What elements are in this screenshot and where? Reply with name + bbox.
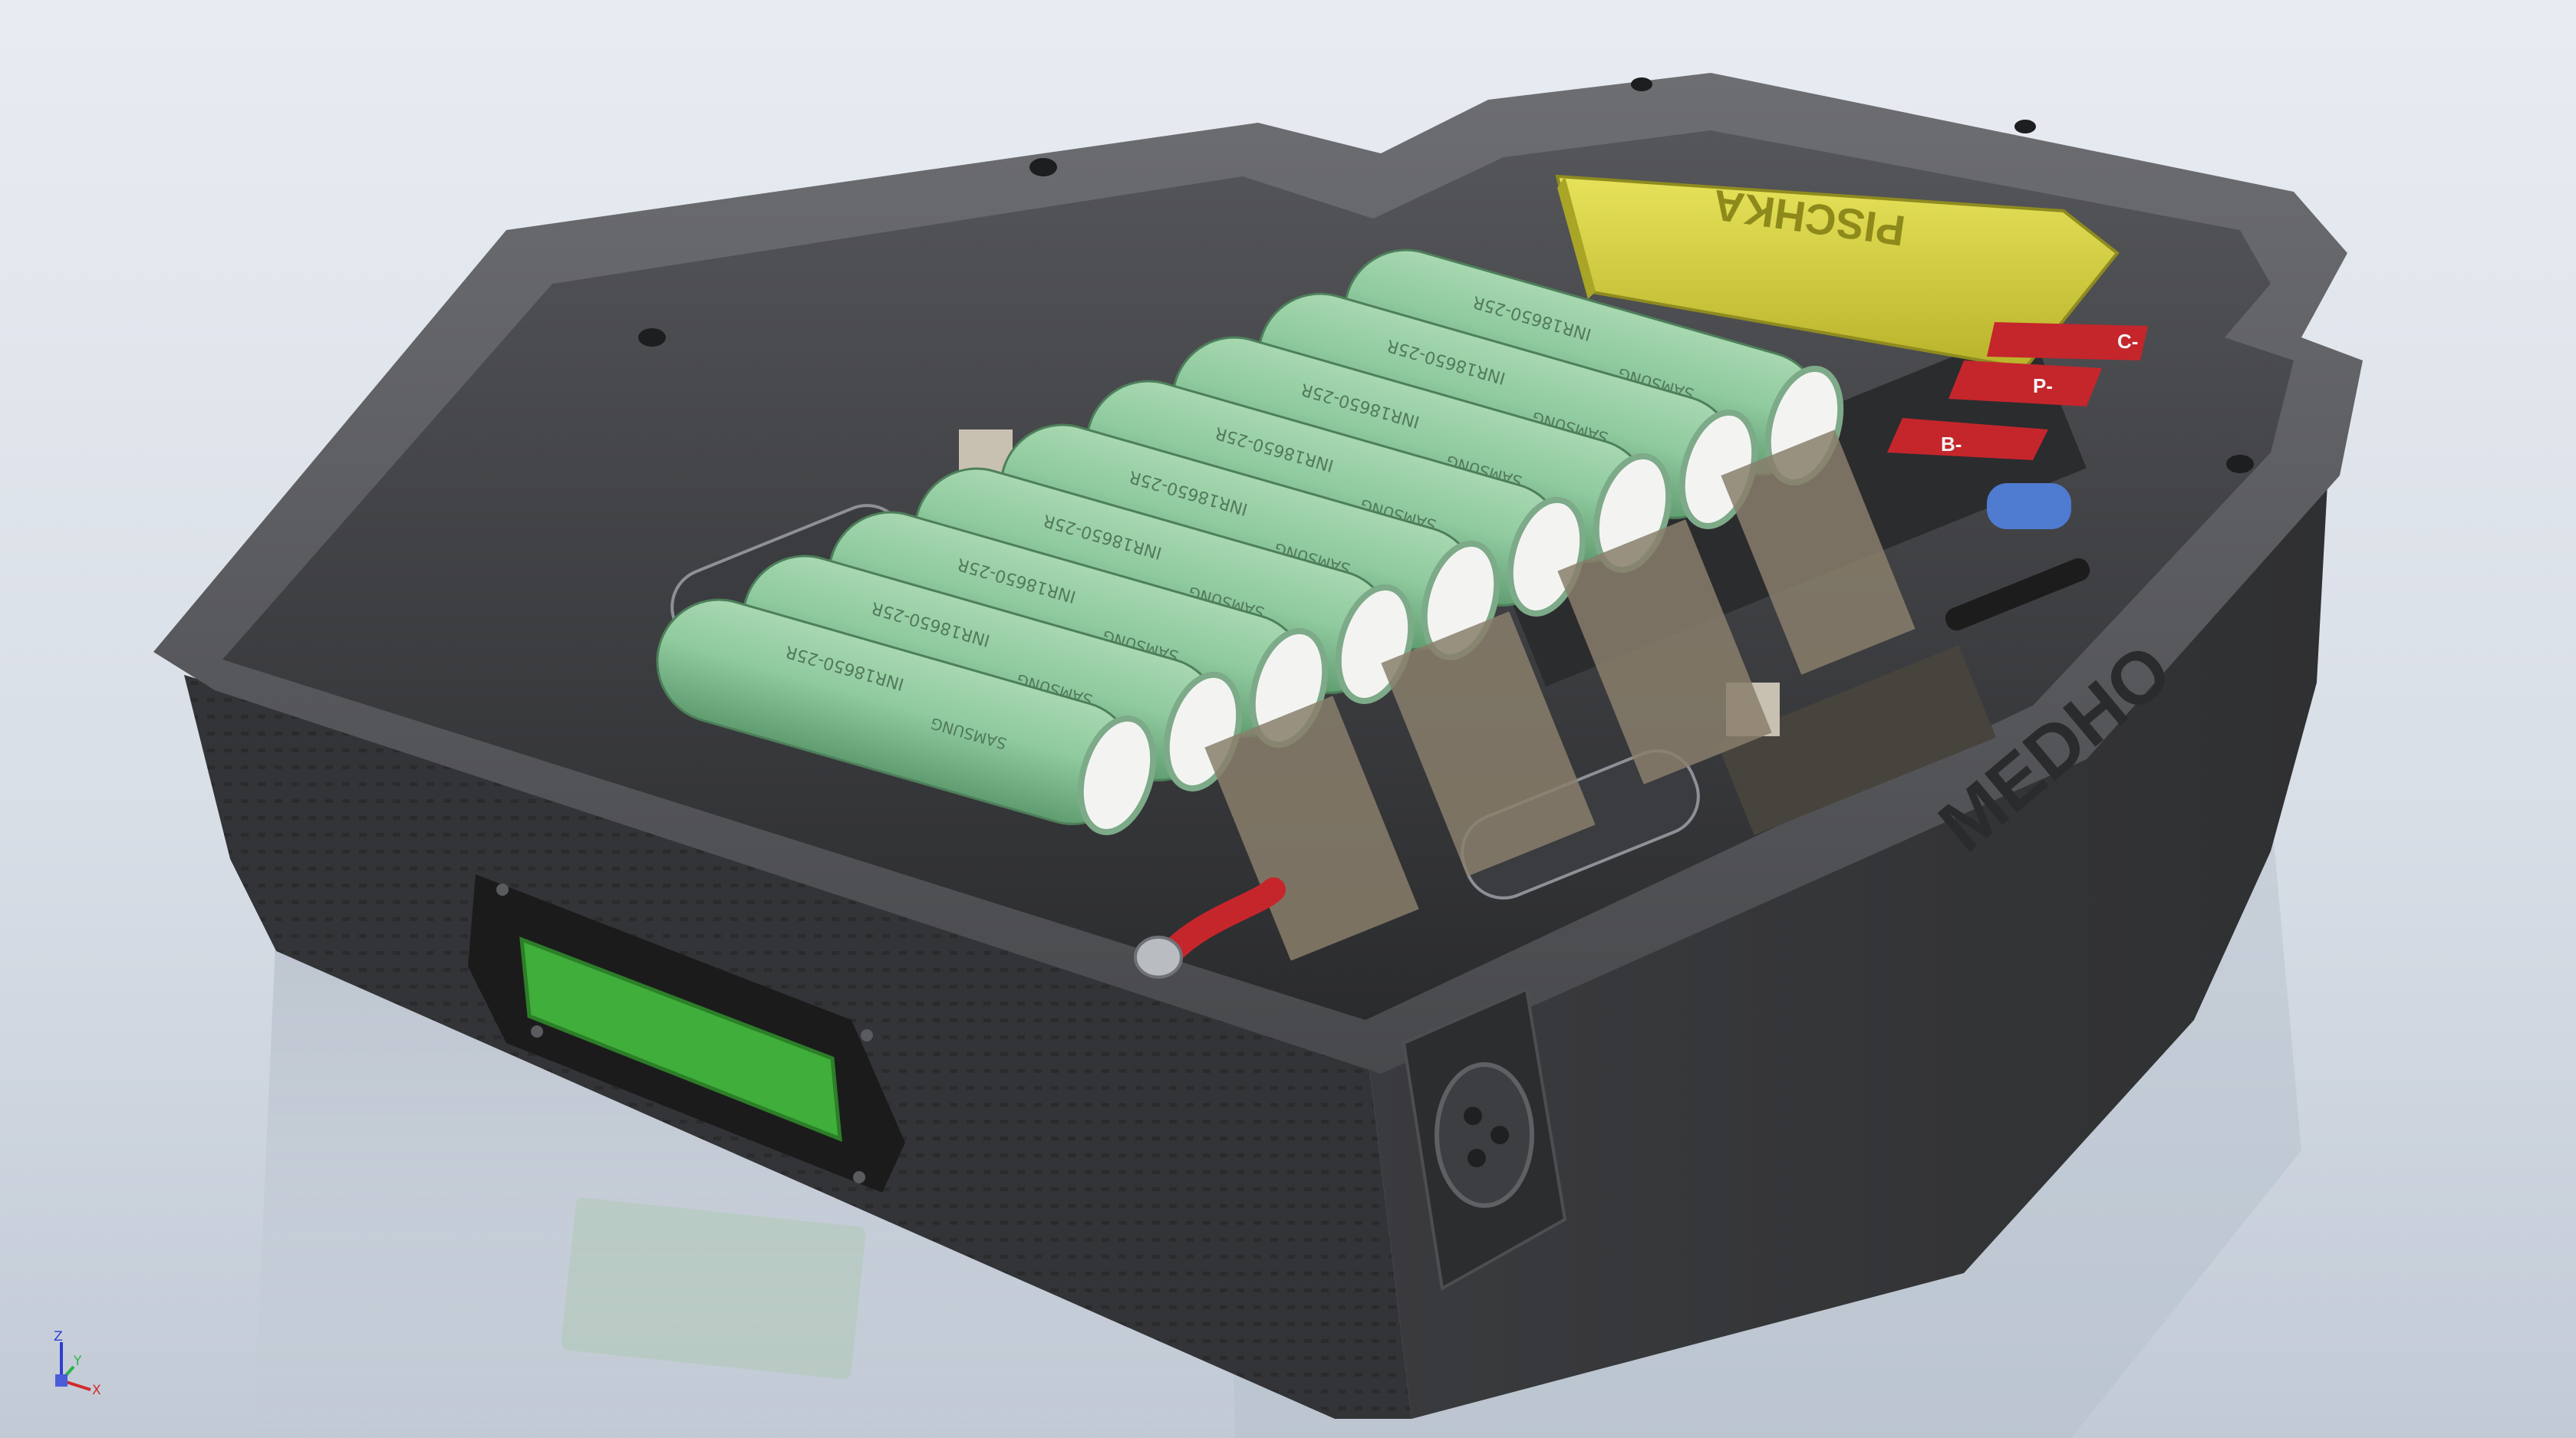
axis-z-label: Z: [54, 1329, 63, 1344]
terminal-b-label: B-: [1941, 433, 1962, 456]
xlr-connector[interactable]: [1402, 987, 1567, 1292]
terminal-p-label: P-: [2033, 374, 2053, 397]
axis-x-label: X: [92, 1383, 101, 1398]
cell-holders: [1204, 429, 1916, 961]
axis-y-label: Y: [73, 1354, 82, 1369]
bms-terminals: C- P- B-: [1887, 322, 2148, 460]
terminal-c-label: C-: [2117, 330, 2138, 353]
lcd-screen: [519, 936, 842, 1142]
axis-triad[interactable]: Z Y X: [54, 1329, 101, 1398]
bolt-head: [1134, 936, 1183, 979]
lcd-display[interactable]: [468, 874, 905, 1193]
cell-pack[interactable]: INR18650-25RSAMSUNGINR18650-25RSAMSUNGIN…: [643, 235, 1853, 844]
